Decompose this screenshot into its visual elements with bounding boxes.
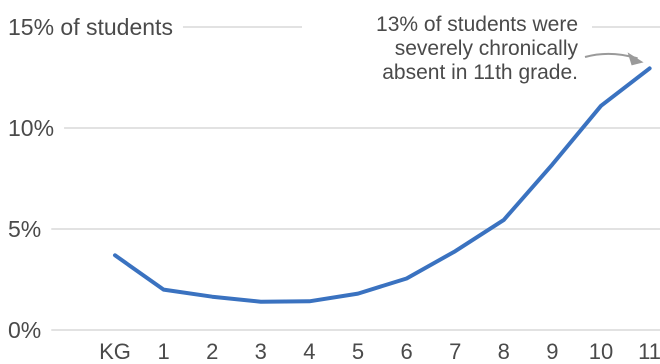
x-tick-label: 5: [352, 339, 364, 364]
x-tick-label: 4: [303, 339, 315, 364]
x-tick-label: 1: [157, 339, 169, 364]
y-tick-label: 10%: [8, 115, 54, 141]
series-line: [113, 66, 652, 304]
x-tick-label: 8: [498, 339, 510, 364]
y-tick-label: 5%: [8, 216, 41, 242]
x-tick-label: 6: [400, 339, 412, 364]
x-tick-labels: KG 1 2 3 4 5 6 7 8 9 10 11: [99, 339, 660, 364]
y-tick-label: 15% of students: [8, 14, 173, 40]
x-tick-label: 3: [255, 339, 267, 364]
x-tick-label: 10: [589, 339, 613, 364]
annotation-line: severely chronically: [395, 37, 579, 60]
x-tick-label: 11: [638, 339, 660, 364]
y-tick-labels: 0% 5% 10% 15% of students: [8, 14, 173, 343]
x-tick-label: 9: [546, 339, 558, 364]
x-tick-label: KG: [99, 339, 131, 364]
annotation-arrowhead: [627, 52, 644, 66]
annotation-line: absent in 11th grade.: [382, 61, 578, 84]
annotation-line: 13% of students were: [376, 13, 578, 36]
annotation-background: [302, 6, 592, 98]
y-tick-label: 0%: [8, 317, 41, 343]
x-tick-label: 7: [449, 339, 461, 364]
x-tick-label: 2: [206, 339, 218, 364]
